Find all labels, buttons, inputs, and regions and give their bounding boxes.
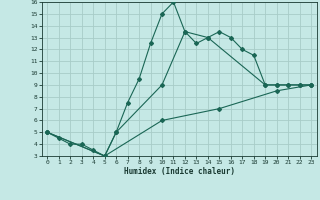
- X-axis label: Humidex (Indice chaleur): Humidex (Indice chaleur): [124, 167, 235, 176]
